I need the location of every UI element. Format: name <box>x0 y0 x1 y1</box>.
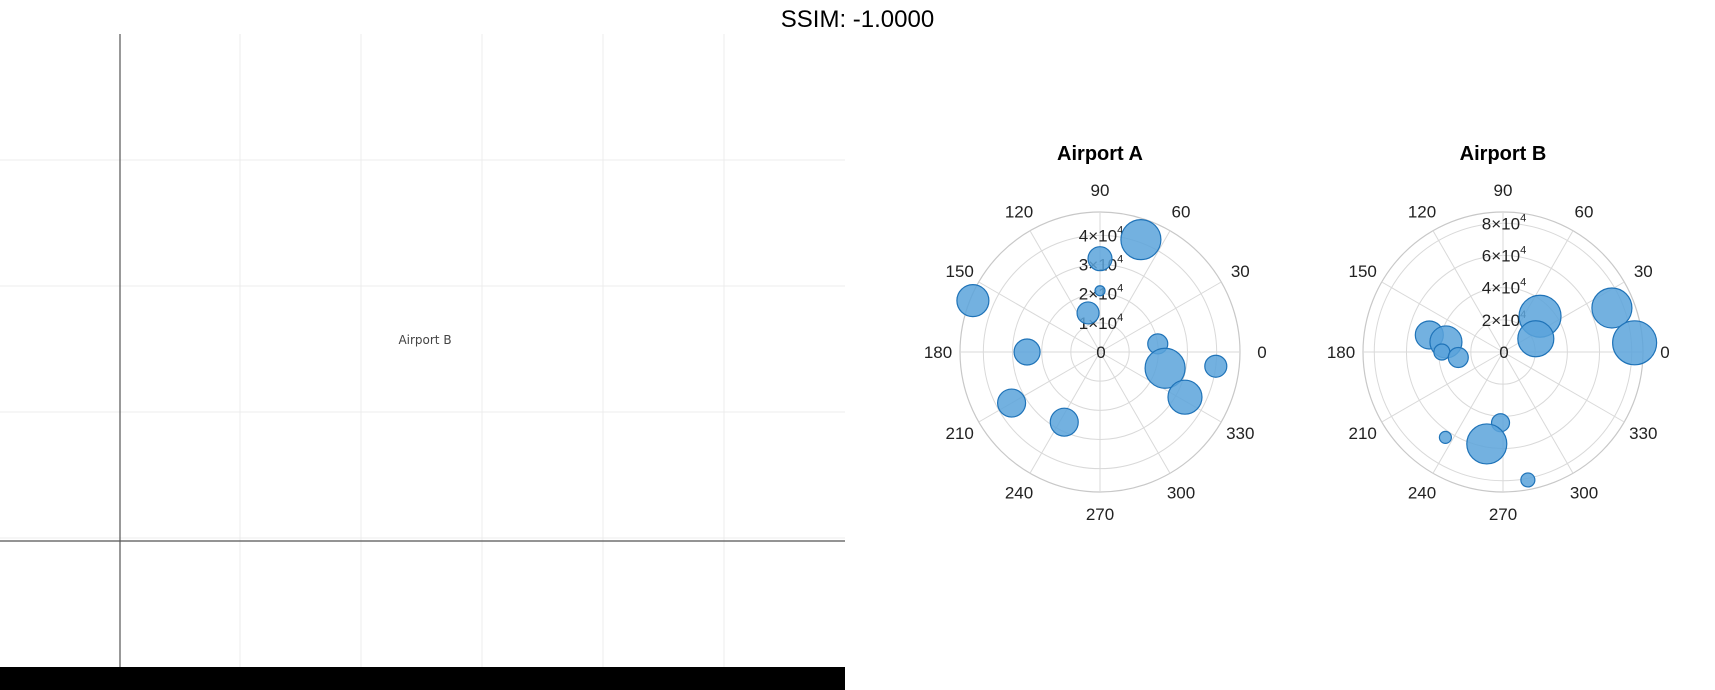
r-tick-label: 0 <box>1499 343 1508 362</box>
theta-tick-label: 150 <box>1349 262 1377 281</box>
bubble-marker <box>1520 472 1536 488</box>
theta-tick-label: 270 <box>1086 505 1114 524</box>
bubble-marker <box>1591 287 1633 329</box>
bubble-marker <box>1076 301 1100 325</box>
bubble-marker <box>1120 219 1162 261</box>
chart-title: Airport A <box>1057 143 1143 165</box>
theta-tick-label: 90 <box>1494 181 1513 200</box>
bubble-marker <box>1049 407 1079 437</box>
theta-grid-line <box>1099 351 1171 474</box>
theta-grid-line <box>1432 351 1504 474</box>
theta-tick-label: 150 <box>946 262 974 281</box>
r-tick-label: 8×104 <box>1482 212 1526 233</box>
bubble-marker <box>1204 354 1228 378</box>
theta-grid-line <box>1502 351 1625 423</box>
bubble-marker <box>1167 379 1203 415</box>
r-tick-label: 0 <box>1096 343 1105 362</box>
ssim-title: SSIM: -1.0000 <box>780 6 935 33</box>
theta-grid-line <box>978 351 1101 423</box>
r-tick-label: 4×104 <box>1482 277 1526 298</box>
bubble-marker <box>1433 343 1451 361</box>
bubble-marker <box>996 388 1027 418</box>
polar-chart-airport-a: 030609012015018021024027030033001×1042×1… <box>924 143 1267 524</box>
theta-tick-label: 120 <box>1005 203 1033 222</box>
theta-tick-label: 210 <box>946 424 974 443</box>
theta-tick-label: 330 <box>1629 424 1657 443</box>
bubble-marker <box>1094 285 1106 297</box>
bubble-marker <box>1466 423 1508 465</box>
bubble-marker <box>1013 338 1041 366</box>
bubble-marker <box>1438 430 1453 444</box>
bubble-marker <box>1087 246 1113 272</box>
theta-tick-label: 90 <box>1091 181 1110 200</box>
chart-title: Airport B <box>1460 143 1547 165</box>
theta-tick-label: 240 <box>1005 483 1033 502</box>
bubble-marker <box>1144 347 1186 389</box>
r-tick-label: 6×104 <box>1482 244 1526 265</box>
bubble-marker <box>1447 346 1469 369</box>
theta-tick-label: 240 <box>1408 483 1436 502</box>
theta-tick-label: 180 <box>924 343 952 362</box>
theta-grid-line <box>1432 230 1504 353</box>
theta-grid-line <box>1381 281 1504 353</box>
theta-tick-label: 60 <box>1172 203 1191 222</box>
theta-tick-label: 330 <box>1226 424 1254 443</box>
theta-grid-line <box>1029 230 1101 353</box>
left-plot-label: Airport B <box>398 333 452 347</box>
theta-tick-label: 300 <box>1167 483 1195 502</box>
theta-grid-line <box>978 281 1101 353</box>
r-tick-label: 4×104 <box>1079 224 1123 245</box>
theta-tick-label: 300 <box>1570 483 1598 502</box>
bubble-marker <box>956 284 990 318</box>
theta-tick-label: 180 <box>1327 343 1355 362</box>
theta-tick-label: 120 <box>1408 203 1436 222</box>
left-plot-grid <box>0 34 845 667</box>
theta-grid-line <box>1502 230 1574 353</box>
theta-grid-line <box>1099 230 1171 353</box>
theta-tick-label: 210 <box>1349 424 1377 443</box>
theta-tick-label: 30 <box>1634 262 1653 281</box>
bubble-marker <box>1517 320 1555 358</box>
left-empty-plot: Airport B <box>0 0 845 690</box>
theta-grid-line <box>1381 351 1504 423</box>
theta-grid-line <box>1502 351 1574 474</box>
theta-tick-label: 0 <box>1660 343 1669 362</box>
theta-tick-label: 30 <box>1231 262 1250 281</box>
polar-chart-airport-b: 030609012015018021024027030033002×1044×1… <box>1327 143 1670 524</box>
theta-tick-label: 0 <box>1257 343 1266 362</box>
bubble-marker <box>1612 320 1658 366</box>
black-band <box>0 667 845 690</box>
theta-tick-label: 60 <box>1575 203 1594 222</box>
theta-grid-line <box>1099 281 1222 353</box>
theta-tick-label: 270 <box>1489 505 1517 524</box>
